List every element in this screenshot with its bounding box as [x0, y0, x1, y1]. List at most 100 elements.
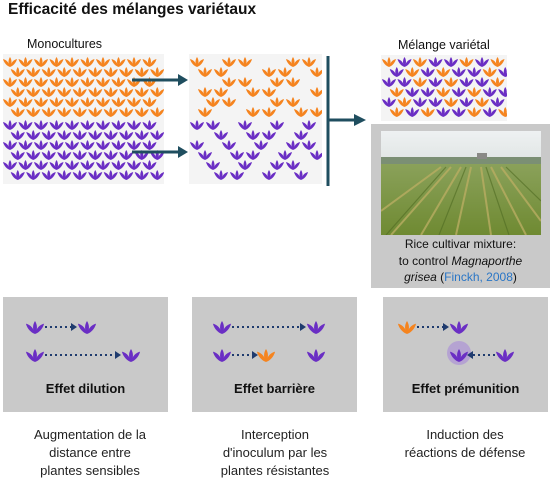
bracket-arrow-icon: [326, 56, 366, 186]
plant-icon: [190, 57, 204, 67]
plant-icon: [444, 57, 458, 67]
plant-icon: [190, 140, 204, 150]
mechanism-panel-premunition: Effet prémunition: [383, 297, 548, 412]
plant-icon: [222, 77, 236, 87]
plant-icon: [80, 120, 95, 130]
plant-icon: [467, 87, 482, 97]
plant-icon: [150, 87, 164, 97]
plant-icon: [111, 120, 126, 130]
plant-icon: [475, 57, 489, 67]
plant-icon: [150, 67, 164, 77]
plant-icon: [428, 57, 443, 67]
plant-icon: [286, 140, 300, 150]
plant-icon: [198, 67, 212, 77]
plant-icon: [72, 170, 87, 180]
plant-icon: [206, 160, 220, 170]
plant-icon: [26, 150, 41, 160]
citation-link[interactable]: Finckh, 2008: [444, 270, 513, 284]
plant-icon: [65, 77, 79, 87]
plant-icon: [18, 120, 33, 130]
plant-icon: [34, 57, 48, 67]
plant-icon: [65, 97, 79, 107]
plant-icon: [119, 150, 134, 160]
plant-icon: [405, 87, 420, 97]
plant-icon: [41, 150, 56, 160]
plant-icon: [238, 160, 252, 170]
mechanism-label: Effet dilution: [45, 381, 126, 396]
plant-icon: [222, 57, 236, 67]
plant-icon: [80, 140, 95, 150]
plant-icon: [127, 57, 141, 67]
plant-icon: [26, 130, 41, 140]
plant-icon: [57, 150, 72, 160]
plant-icon: [57, 87, 72, 97]
description-barriere: Interception d'inoculum par les plantes ré…: [220, 427, 330, 478]
plant-icon: [190, 120, 204, 130]
monoculture-fields: [3, 54, 164, 184]
plant-icon: [134, 67, 149, 77]
plant-icon: [482, 107, 497, 117]
plant-icon: [34, 97, 48, 107]
plant-icon: [413, 97, 427, 107]
plant-icon: [72, 87, 87, 97]
plant-icon: [150, 170, 164, 180]
plant-icon: [270, 160, 284, 170]
plant-icon: [111, 57, 126, 67]
plant-icon: [254, 140, 268, 150]
plant-icon: [212, 321, 232, 334]
plant-icon: [26, 67, 41, 77]
plant-icon: [459, 97, 474, 107]
plant-icon: [302, 140, 316, 150]
purple-thinned-field: [190, 120, 322, 180]
plant-icon: [214, 170, 228, 180]
plant-icon: [3, 160, 17, 170]
plant-icon: [286, 57, 300, 67]
plant-icon: [459, 77, 474, 87]
plant-icon: [49, 77, 64, 87]
plant-icon: [212, 349, 232, 362]
plant-icon: [57, 107, 72, 117]
plant-icon: [397, 97, 412, 107]
plant-icon: [262, 87, 276, 97]
plant-icon: [119, 130, 134, 140]
plant-icon: [294, 170, 308, 180]
plant-icon: [96, 160, 110, 170]
plant-icon: [451, 107, 466, 117]
monocultures-label: Monocultures: [27, 37, 103, 51]
plant-icon: [134, 130, 149, 140]
plant-icon: [111, 97, 126, 107]
orange-thinned-field: [190, 57, 322, 117]
plant-icon: [25, 321, 45, 334]
plant-icon: [65, 140, 79, 150]
plant-icon: [214, 87, 228, 97]
plant-icon: [382, 77, 396, 87]
plant-icon: [206, 120, 220, 130]
plant-icon: [49, 57, 64, 67]
plant-icon: [294, 130, 308, 140]
plant-icon: [230, 170, 244, 180]
caption-line-3: grisea (Finckh, 2008): [404, 270, 517, 284]
plant-icon: [10, 150, 25, 160]
plant-icon: [270, 77, 284, 87]
plant-icon: [306, 349, 326, 362]
plant-icon: [96, 77, 110, 87]
plant-icon: [111, 160, 126, 170]
plant-icon: [495, 349, 515, 362]
plant-icon: [103, 130, 118, 140]
plant-icon: [482, 67, 497, 77]
plant-icon: [34, 120, 48, 130]
plant-icon: [41, 67, 56, 77]
plant-icon: [498, 107, 507, 117]
plant-icon: [420, 107, 435, 117]
plant-icon: [18, 57, 33, 67]
plant-icon: [238, 120, 252, 130]
plant-icon: [111, 77, 126, 87]
plant-icon: [103, 87, 118, 97]
plant-icon: [142, 120, 157, 130]
plant-icon: [103, 150, 118, 160]
plant-icon: [142, 57, 157, 67]
plant-icon: [397, 77, 412, 87]
plant-icon: [222, 97, 236, 107]
plant-icon: [96, 57, 110, 67]
plant-icon: [405, 67, 420, 77]
